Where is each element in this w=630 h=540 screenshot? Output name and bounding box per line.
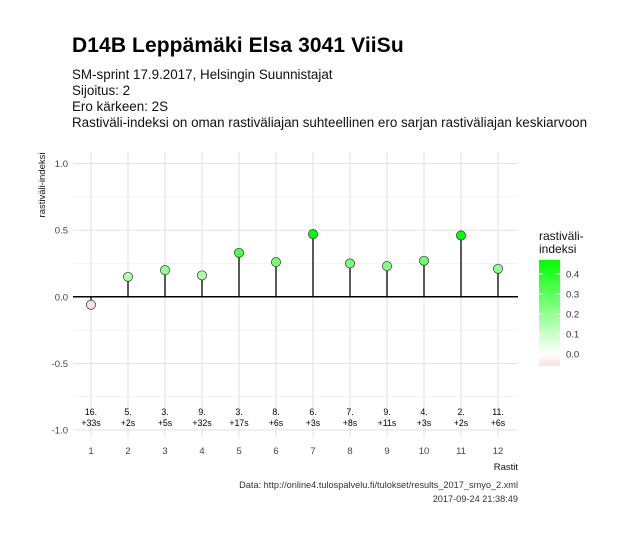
lollipop-point [123, 271, 133, 282]
legend-tick-label: 0.3 [566, 290, 579, 301]
time-diff-label: +3s [306, 418, 321, 428]
time-diff-label: +3s [417, 418, 432, 428]
y-tick-label: 0.5 [55, 226, 68, 237]
lollipop-point [419, 255, 429, 266]
lollipop-point [345, 258, 355, 269]
x-tick-label: 5 [236, 446, 241, 457]
lollipop-point [493, 263, 503, 274]
legend-colorbar [539, 260, 560, 366]
x-tick-label: 6 [273, 446, 278, 457]
lollipop-point [382, 261, 392, 272]
rank-label: 11. [492, 407, 504, 417]
time-diff-label: +32s [192, 418, 212, 428]
x-tick-label: 9 [384, 446, 389, 457]
rank-label: 7. [346, 407, 353, 417]
x-axis-title: Rastit [494, 462, 519, 473]
data-source: Data: http://online4.tulospalvelu.fi/tul… [239, 480, 518, 490]
legend-title: rastiväli- [539, 229, 584, 243]
subtitle-line-2: Sijoitus: 2 [72, 83, 131, 98]
rank-label: 3. [235, 407, 242, 417]
y-tick-label: 1.0 [55, 159, 68, 170]
lollipop-point [86, 299, 96, 310]
rank-label: 9. [198, 407, 205, 417]
rank-label: 8. [272, 407, 279, 417]
rank-label: 6. [309, 407, 316, 417]
time-diff-label: +6s [269, 418, 284, 428]
x-tick-label: 2 [125, 446, 130, 457]
time-diff-label: +5s [158, 418, 173, 428]
lollipop-point [234, 247, 244, 258]
data-timestamp: 2017-09-24 21:38:49 [432, 494, 518, 504]
legend-tick-label: 0.1 [566, 330, 579, 341]
legend-tick-label: 0.4 [566, 270, 579, 281]
y-tick-label: 0.0 [55, 292, 68, 303]
y-axis-title: rastiväli-indeksi [37, 153, 48, 218]
legend-tick-label: 0.0 [566, 350, 579, 361]
time-diff-label: +11s [378, 418, 397, 428]
time-diff-label: +8s [343, 418, 358, 428]
x-tick-label: 12 [493, 446, 504, 457]
rank-label: 4. [420, 407, 427, 417]
x-tick-label: 3 [162, 446, 167, 457]
lollipop-point [160, 265, 170, 276]
lollipop-point [197, 270, 207, 281]
rank-label: 2. [457, 407, 464, 417]
y-tick-label: -0.5 [52, 359, 68, 370]
x-tick-label: 10 [419, 446, 430, 457]
x-tick-label: 8 [347, 446, 352, 457]
time-diff-label: +2s [454, 418, 469, 428]
page-title: D14B Leppämäki Elsa 3041 ViiSu [72, 34, 404, 57]
rank-label: 5. [124, 407, 131, 417]
subtitle-line-1: SM-sprint 17.9.2017, Helsingin Suunnista… [72, 67, 333, 82]
lollipop-point [308, 229, 318, 240]
legend-title: indeksi [539, 242, 576, 256]
lollipop-point [271, 257, 281, 268]
time-diff-label: +6s [491, 418, 506, 428]
x-tick-label: 4 [199, 446, 204, 457]
rank-label: 9. [383, 407, 390, 417]
time-diff-label: +17s [229, 418, 249, 428]
time-diff-label: +33s [81, 418, 101, 428]
x-tick-label: 1 [88, 446, 93, 457]
rank-label: 3. [161, 407, 168, 417]
subtitle-line-4: Rastiväli-indeksi on oman rastiväliajan … [72, 115, 588, 130]
lollipop-point [456, 230, 466, 241]
rank-label: 16. [85, 407, 97, 417]
legend-tick-label: 0.2 [566, 310, 579, 321]
x-tick-label: 7 [310, 446, 315, 457]
x-tick-label: 11 [456, 446, 466, 457]
time-diff-label: +2s [121, 418, 136, 428]
y-tick-label: -1.0 [52, 426, 68, 437]
subtitle-line-3: Ero kärkeen: 2S [72, 99, 169, 114]
